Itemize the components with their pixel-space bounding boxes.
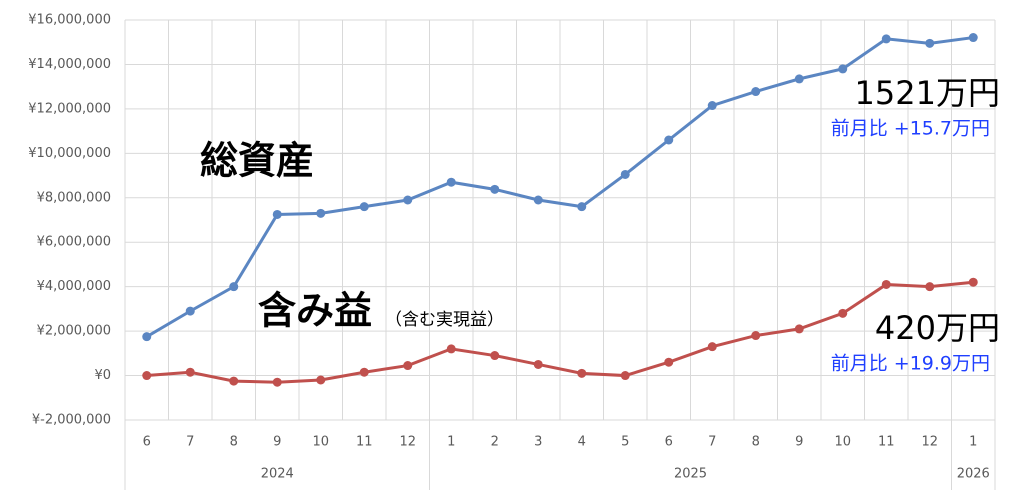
data-point <box>316 208 326 218</box>
data-point <box>446 344 456 354</box>
data-point <box>403 195 413 205</box>
data-point <box>968 33 978 43</box>
data-point <box>707 342 717 352</box>
x-tick-label: 4 <box>578 435 586 450</box>
x-tick-label: 6 <box>665 435 673 450</box>
annotation-change: 前月比 +15.7万円 <box>831 118 990 140</box>
data-point <box>533 359 543 369</box>
data-point <box>620 169 630 179</box>
data-point <box>577 368 587 378</box>
y-tick-label: ¥4,000,000 <box>37 279 111 294</box>
data-point <box>751 87 761 97</box>
x-tick-label: 8 <box>752 435 760 450</box>
data-point <box>272 209 282 219</box>
x-tick-label: 8 <box>230 435 238 450</box>
data-point <box>707 101 717 111</box>
annotation-change: 前月比 +19.9万円 <box>831 353 990 375</box>
y-tick-label: ¥2,000,000 <box>37 324 111 339</box>
x-tick-label: 10 <box>834 435 851 450</box>
y-tick-label: ¥-2,000,000 <box>32 413 111 428</box>
x-tick-label: 12 <box>399 435 416 450</box>
annotation-value: 1521万円 <box>855 74 1000 112</box>
data-point <box>272 377 282 387</box>
x-tick-label: 2 <box>491 435 499 450</box>
series-label: 含み益 <box>258 289 372 333</box>
data-point <box>359 367 369 377</box>
data-point <box>838 308 848 318</box>
data-point <box>490 184 500 194</box>
data-point <box>620 371 630 381</box>
data-point <box>925 282 935 292</box>
x-tick-label: 10 <box>312 435 329 450</box>
series-sublabel: （含む実現益） <box>385 310 504 330</box>
data-point <box>185 306 195 316</box>
data-point <box>881 279 891 289</box>
y-tick-label: ¥6,000,000 <box>37 235 111 250</box>
data-point <box>881 34 891 44</box>
data-point <box>316 375 326 385</box>
x-tick-label: 7 <box>186 435 194 450</box>
series-line <box>146 280 974 384</box>
data-point <box>142 371 152 381</box>
data-point <box>751 331 761 341</box>
data-point <box>794 324 804 334</box>
data-point <box>142 332 152 342</box>
x-tick-label: 11 <box>878 435 895 450</box>
data-point <box>229 376 239 386</box>
x-tick-label: 1 <box>969 435 977 450</box>
y-tick-label: ¥10,000,000 <box>28 146 111 161</box>
x-tick-label: 9 <box>273 435 281 450</box>
y-tick-label: ¥8,000,000 <box>37 190 111 205</box>
x-group-label: 2026 <box>957 467 990 482</box>
x-tick-label: 6 <box>143 435 151 450</box>
data-point <box>490 351 500 361</box>
y-tick-label: ¥12,000,000 <box>28 101 111 116</box>
x-group-label: 2024 <box>261 467 294 482</box>
data-point <box>229 282 239 292</box>
x-group-label: 2025 <box>674 467 707 482</box>
x-tick-label: 5 <box>621 435 629 450</box>
data-point <box>577 202 587 212</box>
data-point <box>446 177 456 187</box>
x-tick-label: 7 <box>708 435 716 450</box>
data-point <box>925 38 935 48</box>
data-point <box>664 135 674 145</box>
data-point <box>403 361 413 371</box>
series-label: 総資産 <box>200 139 314 183</box>
x-tick-label: 9 <box>795 435 803 450</box>
y-tick-label: ¥0 <box>94 368 111 383</box>
x-tick-label: 11 <box>356 435 373 450</box>
data-point <box>359 202 369 212</box>
data-point <box>968 277 978 287</box>
series-line <box>145 36 974 338</box>
x-tick-label: 12 <box>921 435 938 450</box>
data-point <box>664 357 674 367</box>
data-point <box>794 74 804 84</box>
x-tick-label: 1 <box>447 435 455 450</box>
data-point <box>185 367 195 377</box>
data-point <box>838 64 848 74</box>
annotation-value: 420万円 <box>875 309 1000 347</box>
data-point <box>533 195 543 205</box>
y-tick-label: ¥16,000,000 <box>28 13 111 28</box>
x-tick-label: 3 <box>534 435 542 450</box>
y-tick-label: ¥14,000,000 <box>28 57 111 72</box>
